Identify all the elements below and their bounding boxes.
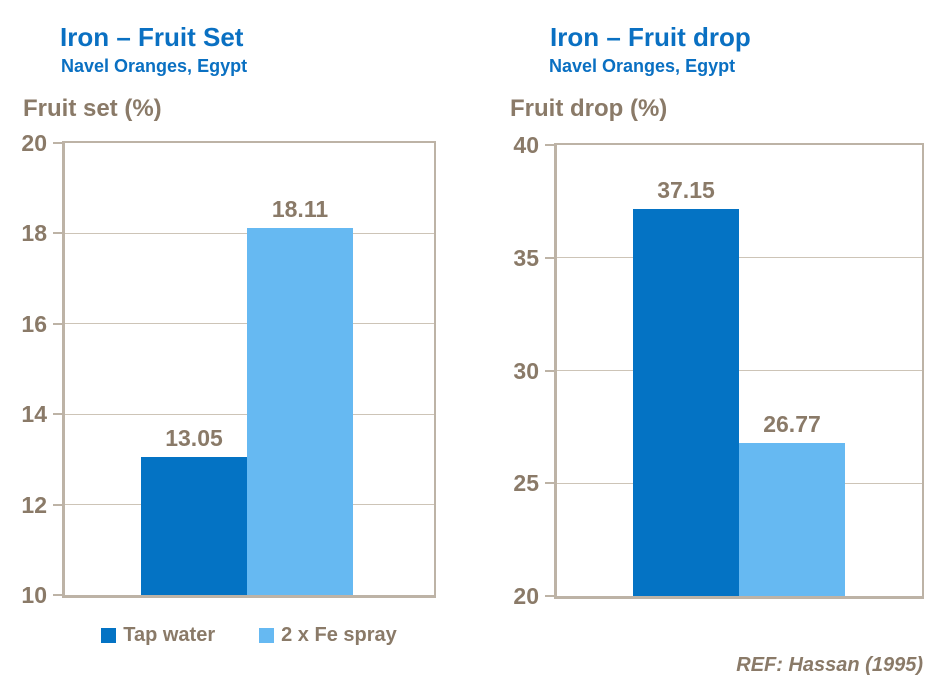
- legend-label-tap-water: Tap water: [123, 623, 216, 646]
- bar-value-label: 26.77: [763, 411, 821, 438]
- y-axis-tick: [53, 594, 62, 596]
- gridline: [557, 257, 922, 259]
- y-axis-tick: [53, 232, 62, 235]
- y-tick-label: 30: [513, 357, 539, 384]
- fe-spray-swatch-icon: [259, 627, 275, 643]
- y-axis-tick: [545, 144, 554, 146]
- y-tick-label: 14: [21, 401, 47, 428]
- bar-2-x-fe-spray: [247, 228, 353, 595]
- chart1-title: Iron – Fruit Set: [60, 22, 244, 52]
- tap-water-swatch-icon: [101, 627, 117, 643]
- y-axis-tick: [53, 503, 62, 506]
- y-tick-label: 35: [513, 244, 539, 271]
- chart1-subtitle: Navel Oranges, Egypt: [61, 56, 248, 76]
- chart2-title: Iron – Fruit drop: [550, 22, 751, 52]
- y-axis-tick: [545, 369, 554, 372]
- legend-item-tap-water: Tap water: [101, 624, 215, 647]
- y-axis-tick: [545, 256, 554, 259]
- y-tick-label: 25: [513, 470, 539, 497]
- y-axis-tick: [545, 482, 554, 485]
- chart1-plot-area: 10 12 14 16 18 20 13.05 18.11: [21, 130, 436, 608]
- y-tick-label: 16: [21, 310, 47, 337]
- y-axis-tick: [53, 413, 62, 416]
- y-tick-label: 20: [21, 130, 47, 156]
- y-tick-label: 10: [21, 582, 47, 608]
- y-tick-label: 12: [21, 491, 47, 518]
- legend-item-fe-spray: 2 x Fe spray: [259, 624, 397, 647]
- gridline: [557, 370, 922, 371]
- y-tick-label: 18: [21, 220, 47, 247]
- bar-value-label: 37.15: [657, 177, 715, 204]
- y-axis-tick: [545, 595, 554, 597]
- bar-2-x-fe-spray: [739, 443, 845, 596]
- bar-tap-water: [633, 209, 739, 596]
- chart2-plot-area: 20 25 30 35 40 37.15 26.77: [513, 132, 924, 609]
- legend-label-fe-spray: 2 x Fe spray: [281, 623, 397, 646]
- chart2-y-axis-title: Fruit drop (%): [510, 95, 668, 122]
- bar-value-label: 13.05: [165, 425, 223, 452]
- bar-value-label: 18.11: [271, 196, 329, 223]
- y-axis-tick: [53, 142, 62, 144]
- chart2-subtitle: Navel Oranges, Egypt: [549, 56, 736, 76]
- y-axis-tick: [53, 322, 62, 325]
- y-tick-label: 40: [513, 132, 539, 158]
- chart-legend: Tap water 2 x Fe spray: [62, 620, 436, 650]
- chart1-y-axis-title: Fruit set (%): [23, 95, 162, 122]
- y-tick-label: 20: [513, 583, 539, 609]
- reference-citation: REF: Hassan (1995): [736, 654, 923, 676]
- bar-tap-water: [141, 457, 247, 595]
